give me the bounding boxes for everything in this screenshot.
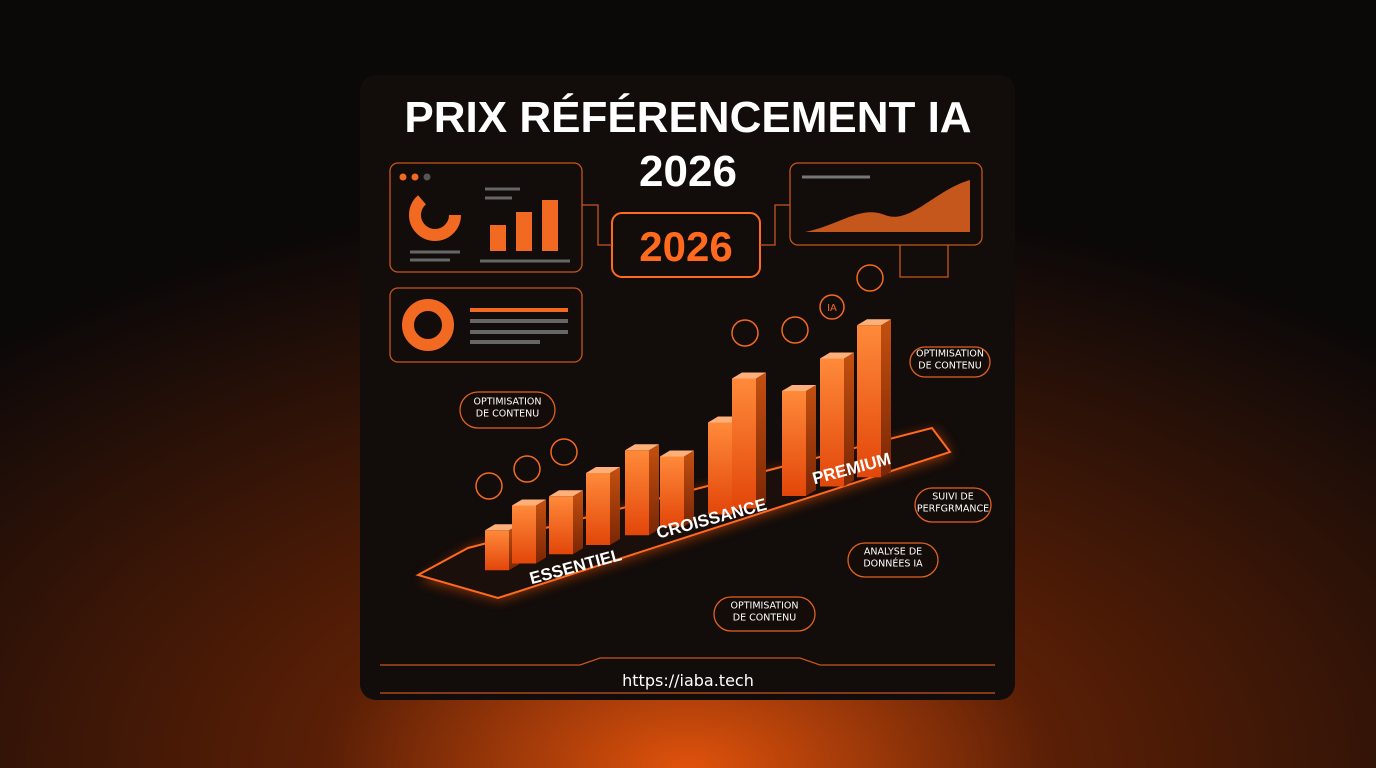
- callout-text: ANALYSE DE: [864, 547, 922, 558]
- bar-front: [660, 456, 684, 527]
- callout-text: DE CONTENU: [918, 361, 981, 372]
- icon: [550, 438, 578, 466]
- bar-front: [857, 325, 881, 478]
- callout-text: DE CONTENU: [733, 613, 796, 624]
- panel-decor: [399, 173, 970, 351]
- bar-top: [732, 372, 766, 379]
- callout-box: [847, 542, 939, 578]
- bar-front: [512, 505, 536, 564]
- bar-front: [625, 450, 649, 536]
- bar-top: [660, 450, 694, 457]
- callout-text: DE CONTENU: [476, 409, 539, 420]
- bar-side: [610, 467, 620, 545]
- bar-side: [684, 450, 694, 527]
- icon: [781, 316, 809, 344]
- callout-text: OPTIMISATION: [474, 397, 542, 408]
- bar-top: [549, 490, 583, 497]
- icon: [475, 472, 503, 500]
- bar-top: [512, 499, 546, 506]
- badge-label: 2026: [639, 223, 732, 270]
- callout-box: [459, 391, 556, 429]
- footer-url: https://iaba.tech: [622, 671, 754, 690]
- bar-front: [485, 530, 509, 571]
- icon: [856, 264, 884, 292]
- bar-side: [844, 352, 854, 487]
- icon-ring: [819, 294, 845, 320]
- bar-top: [586, 467, 620, 473]
- bar-side: [881, 319, 891, 478]
- callout-text: OPTIMISATION: [916, 349, 984, 360]
- callout-text: SUIVI DE: [932, 492, 973, 503]
- icon-label: IA: [827, 303, 837, 314]
- title-line: PRIX RÉFÉRENCEMENT IA: [404, 92, 971, 142]
- icon-badge: IA: [819, 294, 845, 320]
- bar-side: [573, 490, 583, 555]
- title-line: 2026: [639, 147, 737, 196]
- callout-text: OPTIMISATION: [731, 601, 799, 612]
- bar-front: [820, 358, 844, 487]
- icon: [731, 319, 759, 347]
- bar-top: [625, 444, 659, 451]
- bar-top: [485, 524, 519, 531]
- bar-front: [586, 473, 610, 545]
- callout-text: PERFGRMANCE: [917, 504, 989, 515]
- bar-front: [549, 496, 573, 555]
- callout-text: DONNÉES IA: [863, 558, 923, 570]
- bar-side: [756, 372, 766, 509]
- icon: [513, 455, 541, 483]
- callout-box: [713, 596, 816, 632]
- bar-side: [536, 499, 546, 564]
- bar-side: [806, 385, 816, 496]
- bar-top: [820, 352, 854, 359]
- bar-front: [782, 391, 806, 496]
- bar-top: [857, 319, 891, 326]
- bar-front: [708, 422, 732, 515]
- bar-side: [649, 444, 659, 536]
- bar-top: [782, 385, 816, 391]
- callout-box: [909, 346, 991, 378]
- bar-front: [732, 378, 756, 509]
- footer-frame: [380, 657, 995, 694]
- panels: [389, 162, 983, 363]
- callout-box: [914, 487, 992, 523]
